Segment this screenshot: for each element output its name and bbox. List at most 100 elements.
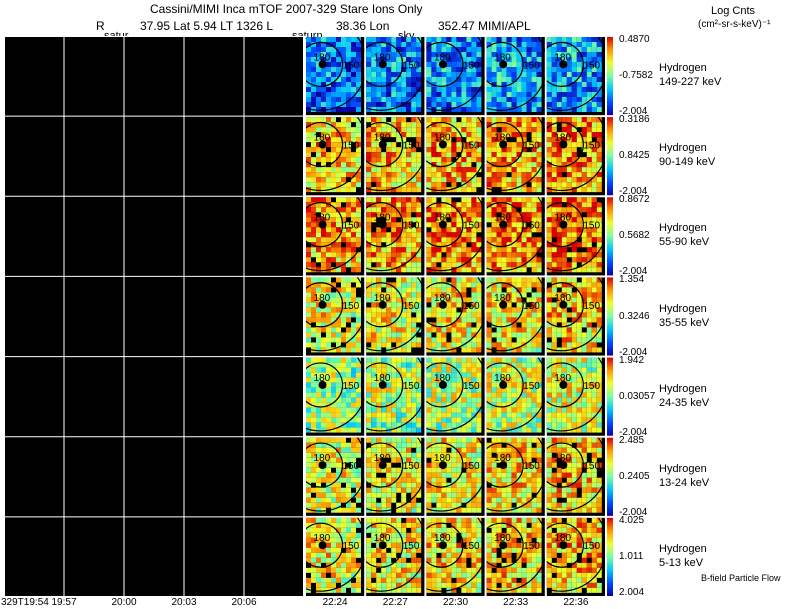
x-tick-label: 20:06 [231,597,257,608]
heatmap-panel: 180 150 120 [546,277,618,356]
contour-label: 180 [494,373,511,384]
contour-label: 120 [481,329,498,340]
info-r: R [96,19,105,33]
contour-label: 150 [523,461,540,472]
colorbar-mid-label: 0.8425 [619,150,650,162]
contour-label: 180 [374,453,391,464]
contour-label: 120 [601,569,618,580]
contour-label: 150 [523,381,540,392]
contour-label: 120 [421,168,438,179]
heatmap-panel: 180 150 120 [366,117,438,196]
colorbar-mid-label: 0.2405 [619,470,650,482]
colorbar-max-label: 1.354 [619,274,645,286]
contour-label: 120 [481,409,498,420]
heatmap-panel: 180 150 120 [366,437,425,516]
contour-label: 120 [601,329,618,340]
colorbar-min-label: -2.004 [619,266,648,278]
contour-label: 150 [523,301,540,312]
contour-label: 150 [523,541,540,552]
heatmap-panel: 180 150 120 [426,277,498,356]
heatmap-panel: 180 150 120 [366,277,438,356]
contour-label: 150 [463,301,480,312]
contour-label: 180 [554,132,571,143]
contour-label: 180 [374,52,391,63]
contour-label: 180 [554,52,571,63]
heatmap-panel: 180 150 120 [306,37,378,116]
contour-label: 120 [541,249,558,260]
contour-label: 150 [343,221,360,232]
colorbar-max-label: 1.942 [619,354,645,366]
heatmap-panel: 180 150 120 [486,517,545,596]
contour-label: 120 [421,409,438,420]
x-tick-label: 20:00 [111,597,137,608]
heatmap-panel: 180 150 120 [366,197,425,276]
colorbar-min-label: -2.004 [619,506,648,518]
heatmap-panel: 180 150 120 [486,117,545,196]
energy-range-label: 24-35 keV [659,396,710,409]
contour-label: 120 [421,329,438,340]
colorbar [607,437,613,516]
colorbar [607,37,613,116]
species-label: Hydrogen [659,142,707,155]
energy-range-label: 5-13 keV [659,556,704,569]
colorbar-min-label: 2.004 [619,587,645,598]
contour-label: 180 [434,533,451,544]
heatmap-panel: 180 150 120 [306,437,378,516]
contour-label: 120 [481,168,498,179]
contour-label: 180 [314,132,331,143]
heatmap-panel: 180 150 120 [366,37,425,116]
contour-label: 120 [361,329,378,340]
heatmap-panel: 180 150 120 [546,437,605,516]
contour-label: 180 [434,373,451,384]
species-label: Hydrogen [659,302,707,315]
energy-range-label: 55-90 keV [659,236,710,249]
contour-label: 150 [583,140,600,151]
heatmap-panel: 180 150 120 [306,357,365,436]
contour-label: 150 [403,60,420,71]
contour-label: 180 [494,132,511,143]
contour-label: 150 [343,541,360,552]
contour-label: 150 [463,140,480,151]
contour-label: 180 [374,373,391,384]
contour-label: 120 [601,409,618,420]
energy-range-label: 13-24 keV [659,476,710,489]
contour-label: 180 [314,293,331,304]
colorbar [607,517,613,596]
contour-label: 180 [314,373,331,384]
heatmap-panel: 180 150 120 [306,197,365,276]
heatmap-panel: 180 150 120 [366,517,425,596]
contour-label: 150 [463,60,480,71]
contour-label: 180 [554,373,571,384]
contour-label: 120 [601,168,618,179]
contour-label: 150 [403,381,420,392]
contour-label: 120 [541,329,558,340]
units-title: Log Cnts [711,5,756,17]
contour-label: 120 [601,88,618,99]
contour-label: 180 [374,132,391,143]
heatmap-panel: 180 150 120 [306,277,378,356]
contour-label: 180 [314,213,331,224]
info-lon: 38.36 Lon [336,19,390,33]
species-label: Hydrogen [659,382,707,395]
contour-label: 150 [463,541,480,552]
contour-label: 150 [343,140,360,151]
contour-label: 180 [494,52,511,63]
colorbar-mid-label: -0.7582 [619,70,653,82]
contour-label: 150 [343,60,360,71]
contour-label: 180 [434,213,451,224]
contour-label: 120 [361,168,378,179]
contour-label: 180 [314,52,331,63]
x-tick-label: 22:36 [563,597,589,608]
contour-label: 150 [403,140,420,151]
contour-label: 180 [314,533,331,544]
contour-label: 120 [361,489,378,500]
x-tick-label: 22:33 [503,597,529,608]
contour-label: 120 [361,88,378,99]
contour-label: 180 [494,533,511,544]
energy-range-label: 90-149 keV [659,156,716,169]
contour-label: 150 [463,381,480,392]
colorbar [607,277,613,356]
contour-label: 150 [583,541,600,552]
x-tick-label: 22:24 [322,597,348,608]
